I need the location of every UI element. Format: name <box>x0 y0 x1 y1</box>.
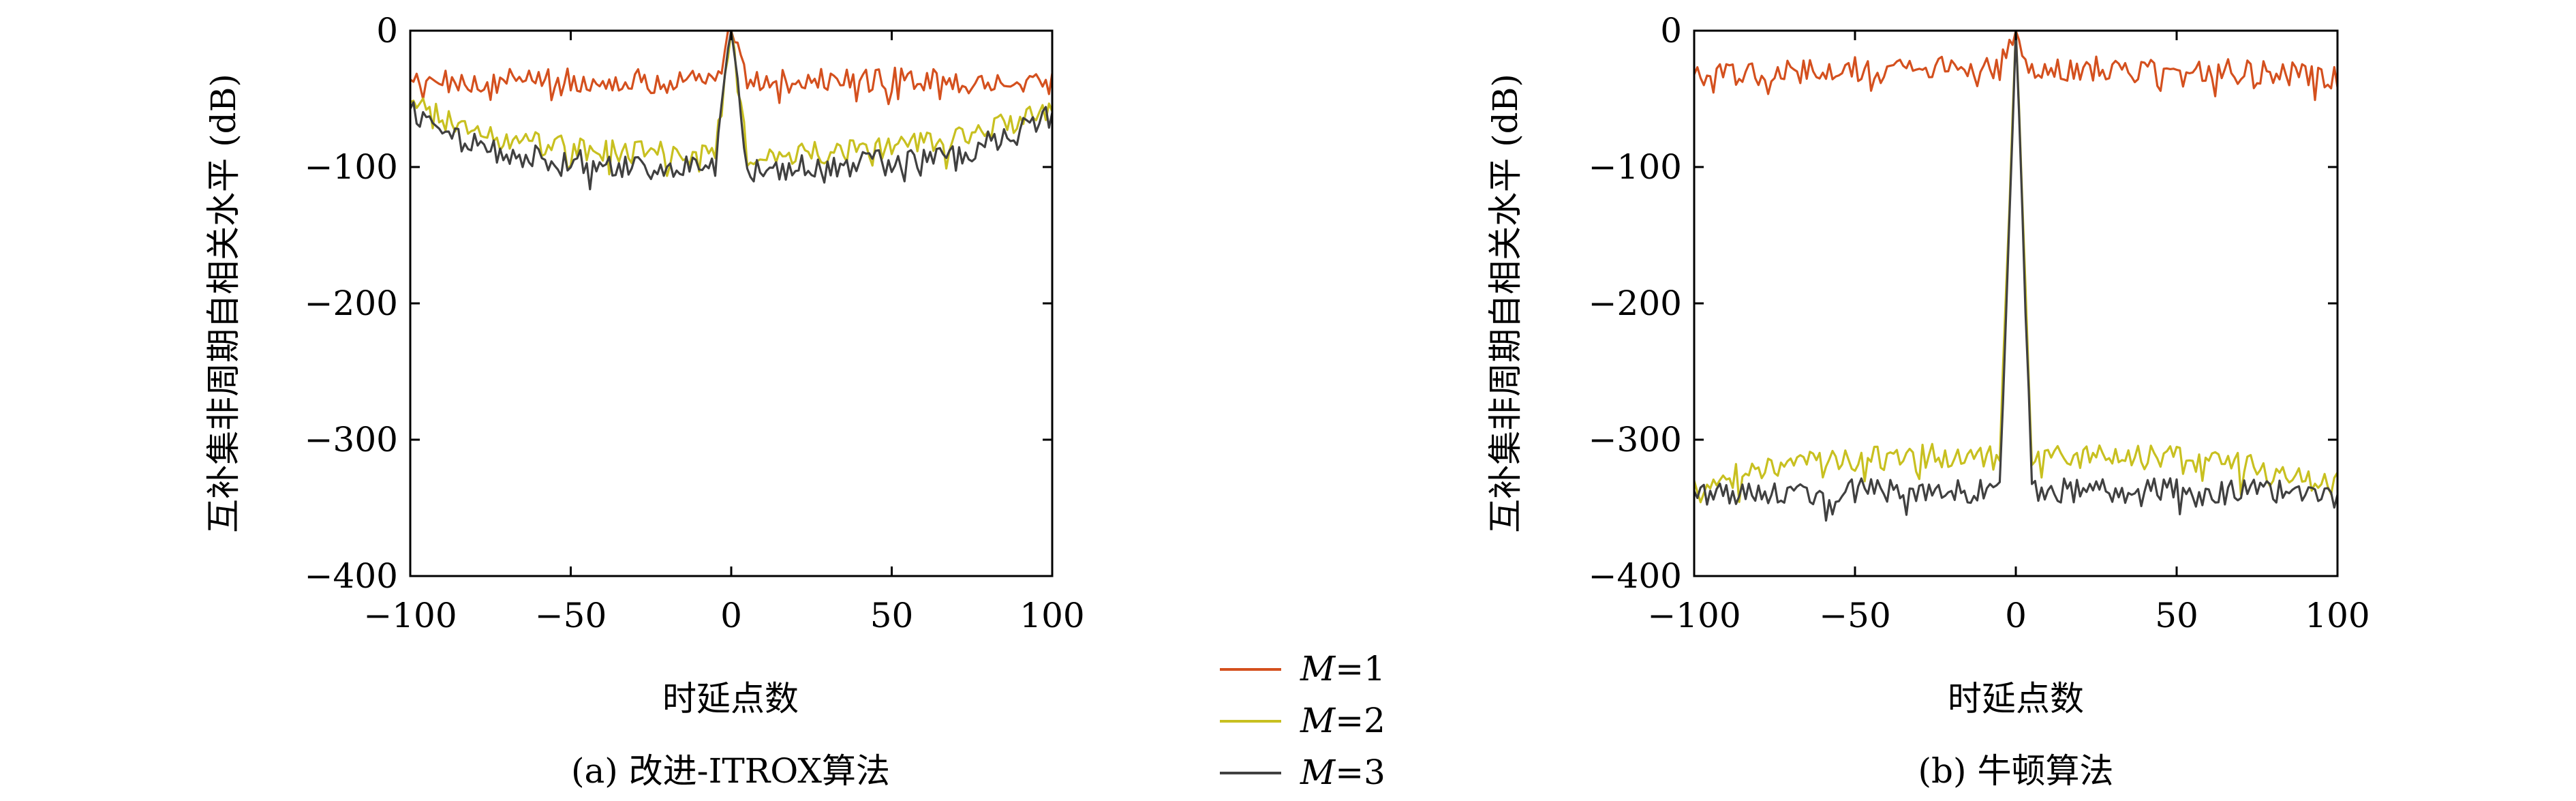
legend-label-m1: =1 <box>1335 649 1385 689</box>
y-tick-label: −200 <box>1589 284 1682 323</box>
x-tick-label: 0 <box>720 596 742 635</box>
legend-var-m3: M <box>1300 753 1336 792</box>
y-tick-label: −100 <box>1589 147 1682 187</box>
x-tick-label: −50 <box>1819 596 1891 635</box>
series-line-m3 <box>410 31 1052 191</box>
y-tick-label: 0 <box>376 11 398 50</box>
legend: M=1 M=2 M=3 <box>1220 649 1385 792</box>
legend-entry-m1: M=1 <box>1220 649 1385 689</box>
y-axis-label-a: 互补集非周期自相关水平 (dB) <box>204 74 243 533</box>
series-line-m1 <box>410 31 1052 106</box>
series-group-b <box>1694 31 2337 522</box>
svg-text:M=1: M=1 <box>1300 649 1385 689</box>
series-line-m2 <box>1694 31 2337 504</box>
series-line-m2 <box>410 31 1052 177</box>
legend-entry-m3: M=3 <box>1220 753 1385 792</box>
x-tick-label: 50 <box>870 596 914 635</box>
legend-var-m2: M <box>1300 701 1336 740</box>
y-tick-label: −100 <box>305 147 398 187</box>
series-line-m1 <box>1694 31 2337 102</box>
legend-label-m2: =2 <box>1335 701 1385 740</box>
svg-text:M=3: M=3 <box>1300 753 1385 792</box>
svg-text:M=2: M=2 <box>1300 701 1385 740</box>
axis-ticks-b: −100 −50 0 50 100 0 −100 −200 −300 −400 <box>1589 11 2370 635</box>
axis-ticks-a: −100 −50 0 50 100 0 −100 −200 −300 −400 <box>305 11 1085 635</box>
caption-b: (b) 牛顿算法 <box>1918 751 2114 791</box>
y-axis-label-b: 互补集非周期自相关水平 (dB) <box>1486 74 1525 533</box>
x-tick-label: 50 <box>2155 596 2198 635</box>
plot-frame-a <box>409 29 1054 577</box>
y-tick-label: −200 <box>305 284 398 323</box>
chart-panel-a: −100 −50 0 50 100 0 −100 −200 −300 −400 时延点数 互补集非… <box>204 11 1085 791</box>
x-tick-label: 0 <box>2005 596 2027 635</box>
x-tick-label: −100 <box>1647 596 1741 635</box>
x-tick-label: −50 <box>535 596 607 635</box>
x-axis-label-b: 时延点数 <box>1948 679 2084 719</box>
x-tick-label: −100 <box>363 596 457 635</box>
series-line-m3 <box>1694 31 2337 522</box>
legend-var-m1: M <box>1300 649 1336 689</box>
caption-a: (a) 改进-ITROX算法 <box>571 751 890 791</box>
legend-label-m3: =3 <box>1335 753 1385 792</box>
series-group-a <box>410 31 1052 191</box>
x-axis-label-a: 时延点数 <box>662 679 799 719</box>
x-tick-label: 100 <box>1019 596 1084 635</box>
chart-panel-b: −100 −50 0 50 100 0 −100 −200 −300 −400 时延点数 互补集非… <box>1486 11 2370 791</box>
legend-entry-m2: M=2 <box>1220 701 1385 740</box>
y-tick-label: −300 <box>1589 420 1682 459</box>
y-tick-label: −300 <box>305 420 398 459</box>
x-tick-label: 100 <box>2305 596 2370 635</box>
y-tick-label: 0 <box>1660 11 1682 50</box>
y-tick-label: −400 <box>305 556 398 596</box>
y-tick-label: −400 <box>1589 556 1682 596</box>
